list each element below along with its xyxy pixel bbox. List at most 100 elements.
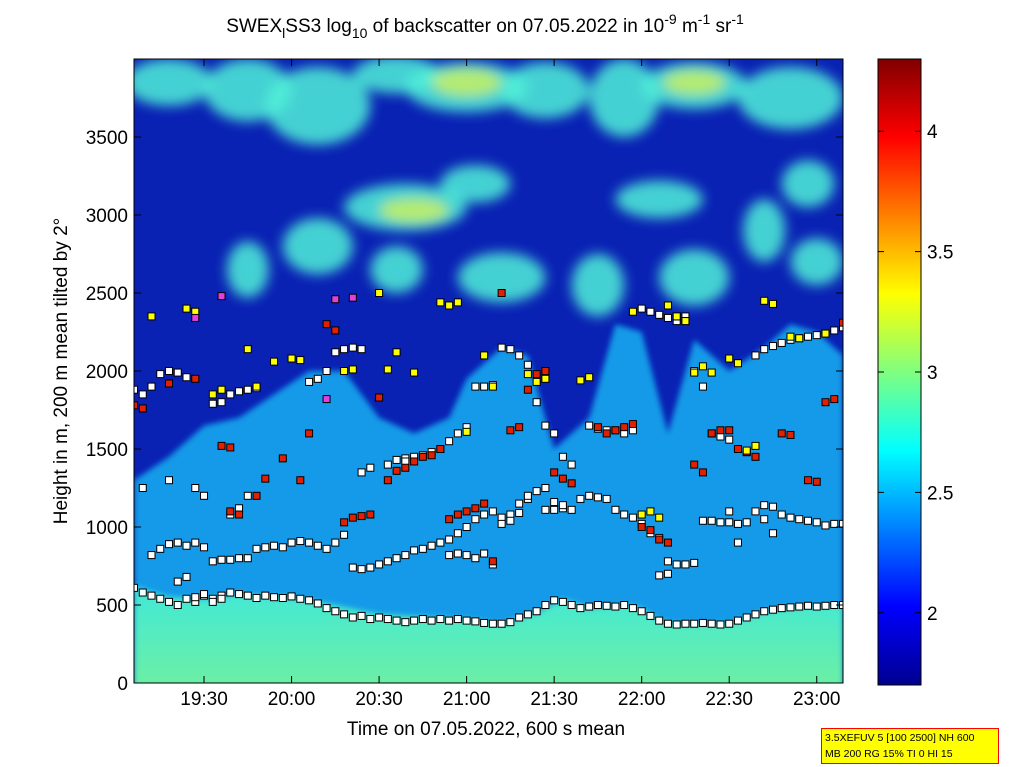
cloud-patch: [134, 59, 213, 106]
layer-marker-white: [208, 557, 217, 566]
layer-marker-white: [795, 515, 804, 524]
x-tick-label: 20:30: [355, 689, 403, 710]
layer-marker-white: [558, 452, 567, 461]
layer-marker-white: [558, 501, 567, 510]
layer-marker-yellow: [760, 296, 769, 305]
colorbar-tick-label: 3.5: [927, 243, 953, 264]
x-axis: 19:30 20:00 20:30 21:00 21:30 22:00 22:30 23:00: [180, 59, 841, 710]
layer-marker-white: [480, 510, 489, 519]
layer-marker-white: [760, 345, 769, 354]
layer-marker-white: [506, 345, 515, 354]
info-line-1: 3.5XEFUV 5 [100 2500] NH 600: [825, 732, 975, 744]
layer-marker-yellow: [270, 357, 279, 366]
layer-marker-white: [690, 619, 699, 628]
layer-marker-white: [646, 611, 655, 620]
layer-marker-white: [777, 604, 786, 613]
layer-marker-red: [453, 510, 462, 519]
colorbar-tick-label: 4: [927, 122, 938, 143]
layer-marker-white: [515, 499, 524, 508]
layer-marker-white: [287, 592, 296, 601]
layer-marker-yellow: [655, 513, 664, 522]
layer-marker-white: [725, 507, 734, 516]
layer-marker-yellow: [453, 298, 462, 307]
layer-marker-red: [427, 451, 436, 460]
layer-marker-white: [690, 558, 699, 567]
layer-marker-white: [480, 618, 489, 627]
layer-marker-red: [165, 379, 174, 388]
layer-marker-red: [488, 557, 497, 566]
layer-marker-white: [497, 343, 506, 352]
layer-marker-red: [462, 507, 471, 516]
layer-marker-red: [646, 526, 655, 535]
layer-marker-white: [471, 515, 480, 524]
layer-marker-red: [401, 463, 410, 472]
layer-marker-white: [322, 544, 331, 553]
y-tick-label: 2500: [86, 284, 128, 305]
layer-marker-yellow: [182, 304, 191, 313]
layer-marker-white: [830, 326, 839, 335]
layer-marker-white: [760, 515, 769, 524]
layer-marker-white: [567, 601, 576, 609]
layer-marker-white: [655, 616, 664, 625]
colorbar-tick-label: 2: [927, 604, 938, 625]
layer-marker-white: [217, 398, 226, 407]
layer-marker-white: [305, 377, 314, 386]
layer-marker-white: [235, 387, 244, 396]
layer-marker-white: [305, 538, 314, 547]
layer-marker-yellow: [287, 354, 296, 363]
layer-marker-yellow: [252, 382, 261, 391]
y-tick-label: 1000: [86, 518, 128, 539]
layer-marker-white: [637, 607, 646, 616]
layer-marker-white: [830, 519, 839, 528]
layer-marker-magenta: [191, 313, 200, 322]
layer-marker-white: [138, 390, 147, 399]
layer-marker-white: [147, 382, 156, 391]
layer-marker-white: [156, 370, 165, 379]
layer-marker-yellow: [392, 348, 401, 357]
layer-marker-white: [488, 507, 497, 516]
layer-marker-yellow: [375, 289, 384, 297]
layer-marker-white: [226, 390, 235, 399]
x-tick-label: 20:00: [268, 689, 316, 710]
layer-marker-white: [138, 484, 147, 492]
layer-marker-white: [812, 518, 821, 527]
layer-marker-white: [585, 602, 594, 611]
layer-marker-white: [331, 538, 340, 547]
layer-marker-red: [383, 476, 392, 485]
layer-marker-white: [803, 601, 812, 610]
layer-marker-yellow: [733, 359, 742, 368]
layer-marker-yellow: [646, 507, 655, 516]
x-tick-label: 23:00: [793, 689, 841, 710]
info-line-2: MB 200 RG 15% TI 0 HI 15: [825, 748, 953, 760]
layer-marker-white: [602, 494, 611, 503]
layer-marker-white: [786, 513, 795, 522]
layer-marker-white: [418, 544, 427, 553]
y-tick-label: 2000: [86, 362, 128, 383]
cloud-patch: [370, 246, 423, 293]
layer-marker-white: [278, 543, 287, 552]
layer-marker-red: [392, 466, 401, 475]
layer-marker-yellow: [208, 390, 217, 399]
layer-marker-red: [322, 320, 331, 329]
layer-marker-white: [331, 348, 340, 357]
layer-marker-white: [480, 382, 489, 391]
layer-marker-red: [331, 326, 340, 335]
layer-marker-yellow: [681, 317, 690, 326]
layer-marker-red: [611, 426, 620, 435]
layer-marker-white: [707, 516, 716, 525]
layer-marker-white: [165, 597, 174, 606]
layer-marker-white: [611, 602, 620, 611]
cloud-patch: [226, 241, 269, 298]
layer-marker-white: [392, 455, 401, 464]
layer-marker-white: [471, 617, 480, 626]
layer-marker-white: [532, 607, 541, 616]
layer-marker-white: [357, 345, 366, 354]
layer-marker-white: [340, 345, 349, 354]
x-tick-label: 22:30: [705, 689, 753, 710]
layer-marker-red: [593, 423, 602, 432]
layer-marker-red: [348, 513, 357, 522]
layer-marker-white: [768, 342, 777, 351]
layer-marker-white: [191, 538, 200, 547]
cloud-patch: [737, 66, 843, 130]
layer-marker-white: [453, 429, 462, 438]
